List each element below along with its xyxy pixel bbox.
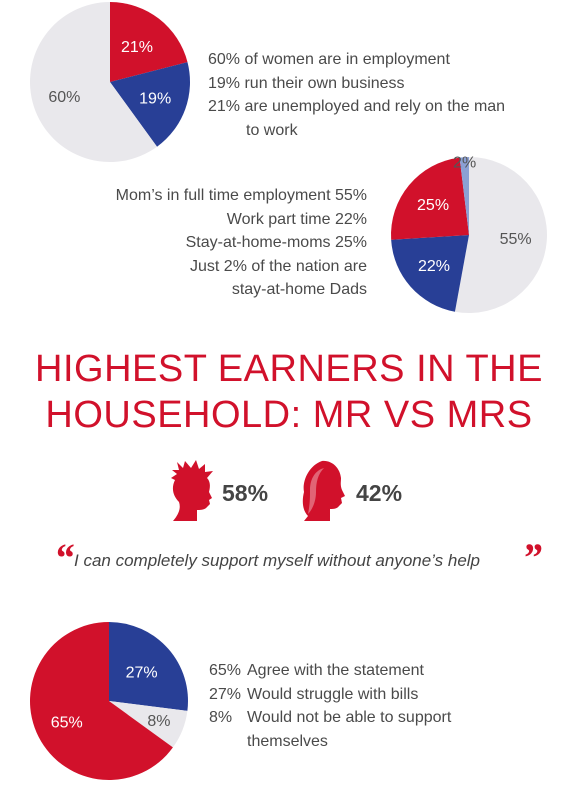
- legend-line: 60% of women are in employment: [208, 51, 450, 68]
- pie-slice-label: 60%: [48, 89, 80, 106]
- pie-slice-label: 2%: [453, 155, 476, 172]
- legend-line: Stay-at-home-moms 25%: [185, 234, 367, 251]
- pie-slice: [109, 622, 188, 711]
- legend-line: to work: [246, 121, 298, 139]
- pie-slice-label: 65%: [51, 715, 83, 732]
- legend-line: 19% run their own business: [208, 74, 405, 92]
- legend-pct: 27%: [209, 685, 242, 703]
- pie-slice: [459, 157, 469, 235]
- pie-slice-label: 27%: [126, 664, 158, 681]
- mrs-percentage: 42%: [356, 480, 403, 506]
- legend-text: Would not be able to support: [247, 709, 452, 726]
- woman-head-icon: [302, 460, 345, 521]
- man-head-icon: [171, 460, 213, 521]
- pie-slice-label: 25%: [417, 197, 449, 214]
- pie-slice-label: 19%: [139, 90, 171, 107]
- pie2-legend: Mom’s in full time employment 55% Work p…: [116, 184, 367, 302]
- pie-slice: [391, 157, 469, 240]
- legend-text: Would struggle with bills: [247, 685, 419, 703]
- mr-percentage: 58%: [222, 480, 269, 506]
- legend-line: 65% Agree with the statement: [209, 659, 451, 683]
- pie-slice: [110, 62, 190, 147]
- pie-chart-parents-employment: 55% 22% 25% 2%: [391, 155, 547, 313]
- legend-line: stay-at-home Dads: [231, 281, 367, 298]
- pie-slice-label: 8%: [147, 713, 170, 730]
- pie-slice-label: 21%: [121, 39, 153, 56]
- legend-line: themselves: [209, 730, 451, 754]
- heading-line-2: HOUSEHOLD: MR VS MRS: [45, 394, 533, 436]
- pie-slice: [29, 622, 173, 780]
- quote-text: I can completely support myself without …: [74, 551, 481, 570]
- pie1-legend: 60% of women are in employment 19% run t…: [208, 48, 505, 142]
- pie-slice: [109, 701, 188, 748]
- pie-chart-self-support: 27% 8% 65%: [29, 622, 188, 780]
- pie-slice: [454, 157, 547, 313]
- close-quote-mark: ”: [522, 535, 542, 580]
- legend-pct: 65%: [209, 662, 242, 679]
- legend-line: 8% Would not be able to support: [209, 706, 451, 730]
- pie-slice-label: 22%: [418, 258, 450, 275]
- pie-slice: [391, 235, 469, 312]
- legend-line: Just 2% of the nation are: [190, 257, 367, 275]
- legend-line: 21% are unemployed and rely on the man: [208, 98, 506, 115]
- legend-pct: 8%: [209, 709, 233, 726]
- pie-chart-women-employment: 21% 19% 60%: [29, 2, 190, 162]
- legend-line: 27% Would struggle with bills: [209, 683, 451, 707]
- legend-text: Agree with the statement: [247, 662, 424, 679]
- section-heading: HIGHEST EARNERS IN THE HOUSEHOLD: MR VS …: [0, 346, 578, 438]
- heading-line-1: HIGHEST EARNERS IN THE: [35, 348, 543, 390]
- pie3-legend: 65% Agree with the statement 27% Would str…: [209, 659, 451, 753]
- legend-line: Mom’s in full time employment 55%: [115, 187, 367, 204]
- pie-slice-label: 55%: [500, 231, 532, 248]
- pie-slice: [29, 2, 158, 162]
- legend-text: themselves: [247, 732, 328, 750]
- pie-slice: [110, 2, 188, 82]
- legend-line: Work part time 22%: [226, 210, 367, 228]
- open-quote-mark: “: [54, 535, 74, 580]
